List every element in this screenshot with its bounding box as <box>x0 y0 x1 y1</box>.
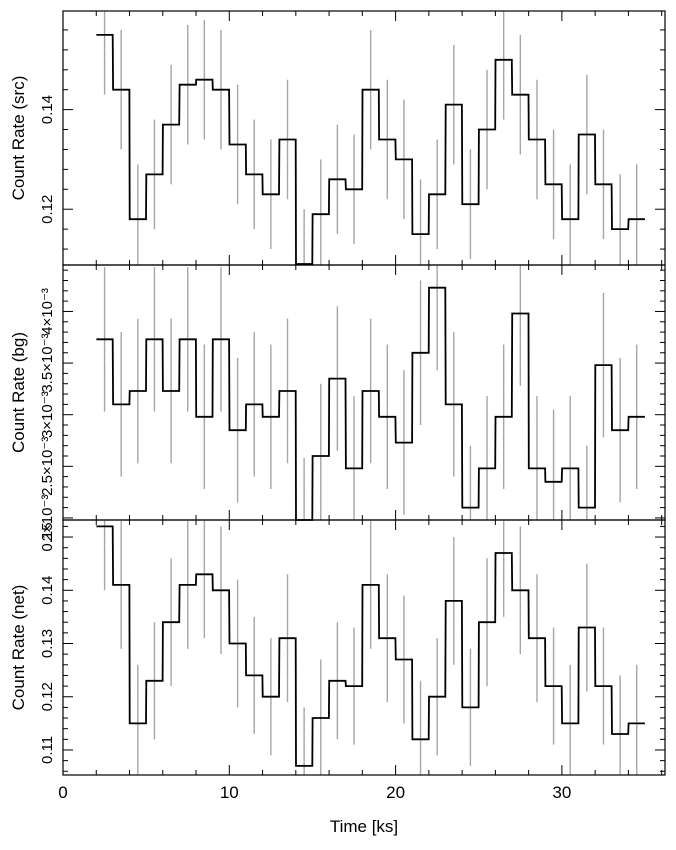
y-tick-label: 0.15 <box>39 522 56 551</box>
y-tick-label: 4×10⁻³ <box>39 288 56 335</box>
y-ticks <box>63 525 665 772</box>
y-tick-label: 3×10⁻³ <box>39 391 56 438</box>
y-tick-label: 0.12 <box>39 682 56 711</box>
y-tick-label: 0.14 <box>39 576 56 605</box>
y-tick-label: 2×10⁻³ <box>39 495 56 542</box>
x-tick-label: 0 <box>58 783 67 802</box>
x-ticks <box>62 520 663 775</box>
x-ticks <box>62 11 663 265</box>
panel-3: 0.11 0.12 0.13 0.14 0.15 Count Rate (net) 0 10 2… <box>9 519 666 836</box>
rate-step-line <box>96 34 645 265</box>
y-axis-label: Count Rate (net) <box>9 585 28 711</box>
plot-frame <box>62 264 666 521</box>
y-axis-label: Count Rate (bg) <box>9 332 28 453</box>
y-ticks <box>63 29 665 250</box>
panel-1: 0.12 0.14 Count Rate (src) <box>9 10 666 266</box>
y-tick-label: 0.11 <box>39 736 56 764</box>
plot-frame <box>62 10 666 266</box>
error-bars <box>103 520 638 775</box>
y-tick-label: 0.14 <box>39 95 56 124</box>
x-axis-label: Time [ks] <box>330 817 398 836</box>
x-tick-label: 20 <box>386 783 405 802</box>
y-axis-label: Count Rate (src) <box>9 76 28 201</box>
x-tick-label: 10 <box>220 783 239 802</box>
y-ticks <box>63 269 665 519</box>
error-bars <box>103 11 638 265</box>
panel-2: 2×10⁻³2.5×10⁻³3×10⁻³3.5×10⁻³4×10⁻³ Count … <box>9 264 666 542</box>
y-tick-label: 2.5×10⁻³ <box>39 437 56 496</box>
x-tick-label: 30 <box>552 783 571 802</box>
y-tick-label: 0.12 <box>39 195 56 224</box>
y-tick-label: 3.5×10⁻³ <box>39 333 56 392</box>
rate-step-line <box>96 525 645 767</box>
rate-step-line <box>96 286 645 521</box>
plot-frame <box>62 519 666 776</box>
y-tick-label: 0.13 <box>39 629 56 658</box>
